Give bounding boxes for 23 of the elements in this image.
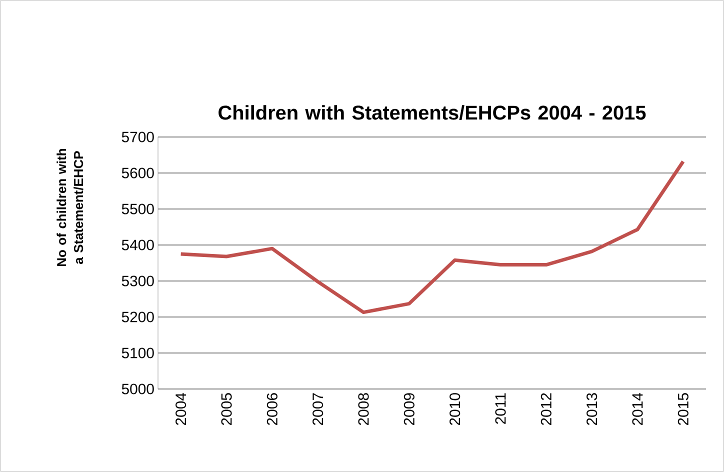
x-tick-label: 2005 — [221, 393, 232, 425]
y-tick-label: 5500 — [122, 204, 154, 214]
y-tick-label: 5700 — [122, 132, 154, 142]
x-tick-label: 2009 — [404, 393, 414, 425]
y-axis-title: No of children with a Statement/EHCP — [56, 148, 84, 266]
x-tick-label: 2011 — [495, 393, 506, 424]
y-tick-label: 5100 — [122, 348, 154, 358]
y-tick-label: 5000 — [122, 384, 154, 394]
line-series — [179, 160, 685, 314]
x-tick-label: 2013 — [586, 393, 598, 425]
x-tick-label: 2010 — [450, 393, 460, 425]
x-tick-label: 2006 — [266, 393, 278, 425]
x-tick-label: 2012 — [540, 393, 552, 425]
y-tick-label: 5600 — [122, 168, 154, 178]
x-tick-label: 2014 — [632, 392, 643, 425]
x-tick-label: 2007 — [312, 393, 324, 425]
y-tick-label: 5300 — [122, 276, 154, 286]
x-tick-label: 2015 — [678, 393, 688, 425]
x-tick-label: 2004 — [176, 392, 186, 425]
chart-title: Children with Statements/EHCPs 2004 - 2015 — [218, 105, 646, 120]
y-tick-label: 5200 — [122, 312, 154, 322]
y-tick-label: 5400 — [122, 240, 154, 250]
x-tick-label: 2008 — [358, 393, 369, 425]
